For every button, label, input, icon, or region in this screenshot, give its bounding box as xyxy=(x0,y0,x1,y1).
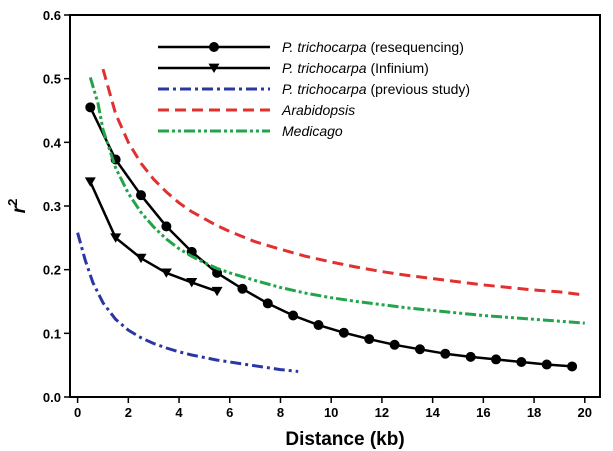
data-point-marker xyxy=(237,283,248,294)
data-point-marker xyxy=(288,310,299,321)
x-tick-label: 8 xyxy=(277,405,284,420)
legend-entry: Medicago xyxy=(158,123,343,139)
series-line xyxy=(89,181,218,293)
data-point-marker xyxy=(567,361,578,372)
x-tick-label: 20 xyxy=(578,405,592,420)
data-point-marker xyxy=(209,42,219,52)
legend-entry: P. trichocarpa (resequencing) xyxy=(158,39,464,55)
x-tick-label: 0 xyxy=(74,405,81,420)
legend-entry: Arabidopsis xyxy=(158,102,355,118)
legend-label: P. trichocarpa (Infinium) xyxy=(282,60,429,76)
legend-label: Medicago xyxy=(282,123,343,139)
data-point-marker xyxy=(135,253,147,264)
x-tick-label: 6 xyxy=(226,405,233,420)
legend-label: P. trichocarpa (previous study) xyxy=(282,81,470,97)
series-5 xyxy=(88,76,585,325)
data-point-marker xyxy=(211,286,223,297)
data-point-marker xyxy=(136,190,147,201)
y-axis-title: r2 xyxy=(5,199,30,214)
data-point-marker xyxy=(440,348,451,359)
legend-entry: P. trichocarpa (previous study) xyxy=(158,81,470,97)
x-tick-label: 4 xyxy=(175,405,183,420)
data-point-marker xyxy=(84,177,96,187)
data-point-marker xyxy=(186,278,198,288)
data-point-marker xyxy=(262,298,273,309)
series-1 xyxy=(85,102,578,372)
axis-ticks: 0 2 4 6 8 10 12 14 16 18 20 0.0 0.1 0.2 0.3 0.4 0.5 0.6 xyxy=(43,8,592,420)
data-point-marker xyxy=(110,233,122,243)
data-point-marker xyxy=(364,334,375,345)
legend-label: P. trichocarpa (resequencing) xyxy=(282,39,464,55)
y-tick-label: 0.2 xyxy=(43,263,61,278)
y-tick-label: 0.6 xyxy=(43,8,61,23)
legend: P. trichocarpa (resequencing) P. trichoca… xyxy=(158,39,470,139)
data-point-marker xyxy=(161,221,172,232)
data-point-marker xyxy=(208,63,220,73)
y-tick-label: 0.4 xyxy=(43,135,62,150)
series-layer xyxy=(76,68,585,373)
legend-label: Arabidopsis xyxy=(281,102,355,118)
x-tick-label: 16 xyxy=(476,405,490,420)
x-tick-label: 10 xyxy=(324,405,338,420)
data-point-marker xyxy=(465,351,476,362)
x-axis-title: Distance (kb) xyxy=(285,429,404,450)
data-point-marker xyxy=(389,339,400,350)
data-point-marker xyxy=(338,327,349,338)
y-tick-label: 0.1 xyxy=(43,326,61,341)
y-tick-label: 0.5 xyxy=(43,72,61,87)
series-2 xyxy=(84,177,223,297)
series-line xyxy=(88,76,585,325)
data-point-marker xyxy=(160,268,172,278)
data-point-marker xyxy=(491,354,502,365)
data-point-marker xyxy=(313,320,324,331)
x-tick-label: 14 xyxy=(425,405,440,420)
data-point-marker xyxy=(85,102,96,113)
series-4 xyxy=(101,68,585,297)
x-tick-label: 12 xyxy=(375,405,389,420)
y-axis-title-sup: 2 xyxy=(5,199,20,206)
data-point-marker xyxy=(541,359,552,370)
y-axis-title-base: r xyxy=(9,204,30,213)
data-point-marker xyxy=(516,356,527,367)
series-line xyxy=(101,68,585,297)
y-tick-label: 0.0 xyxy=(43,390,61,405)
svg-text:r2: r2 xyxy=(5,199,30,214)
data-point-marker xyxy=(414,344,425,355)
y-tick-label: 0.3 xyxy=(43,199,61,214)
x-tick-label: 2 xyxy=(125,405,132,420)
legend-entry: P. trichocarpa (Infinium) xyxy=(158,60,429,76)
x-tick-label: 18 xyxy=(527,405,541,420)
